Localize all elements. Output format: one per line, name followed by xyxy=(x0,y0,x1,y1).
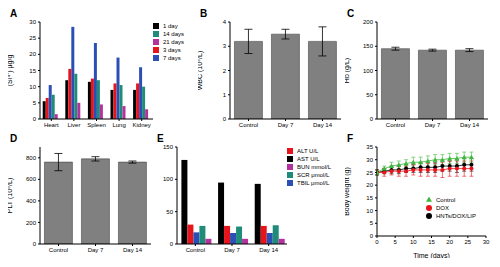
svg-text:150: 150 xyxy=(363,43,374,49)
svg-text:Control: Control xyxy=(239,122,258,128)
html-text:TBIL μmol/L: TBIL μmol/L xyxy=(297,180,330,186)
svg-text:3: 3 xyxy=(223,43,227,49)
html-text:SCR μmol/L: SCR μmol/L xyxy=(297,172,330,178)
svg-text:Day 14: Day 14 xyxy=(460,122,480,128)
svg-text:0: 0 xyxy=(375,239,379,245)
html-text:Control: Control xyxy=(436,197,456,203)
svg-text:25: 25 xyxy=(464,239,471,245)
svg-text:0: 0 xyxy=(370,233,374,239)
svg-text:Control: Control xyxy=(386,122,405,128)
svg-text:0: 0 xyxy=(223,116,227,122)
svg-text:0: 0 xyxy=(33,241,37,247)
html-text:AST U/L: AST U/L xyxy=(297,156,320,162)
svg-text:Day 14: Day 14 xyxy=(313,122,333,128)
svg-text:WBC (10⁹/L): WBC (10⁹/L) xyxy=(198,51,204,91)
svg-text:Hb (g/L): Hb (g/L) xyxy=(345,58,351,83)
svg-text:1: 1 xyxy=(223,92,227,98)
html-text:A: A xyxy=(10,8,18,19)
html-text:DOX: DOX xyxy=(436,205,449,211)
svg-text:Control: Control xyxy=(49,247,68,253)
svg-text:PLT (10⁹/L): PLT (10⁹/L) xyxy=(8,178,14,213)
svg-text:Day 14: Day 14 xyxy=(259,247,279,253)
svg-text:15: 15 xyxy=(428,239,435,245)
svg-text:Time (days): Time (days) xyxy=(413,252,450,258)
html-text:D: D xyxy=(10,133,18,144)
svg-text:200: 200 xyxy=(363,19,374,25)
svg-text:Day 7: Day 7 xyxy=(224,247,240,253)
svg-text:150: 150 xyxy=(163,144,174,150)
svg-text:200: 200 xyxy=(26,220,37,226)
html-text:F: F xyxy=(347,133,354,144)
svg-text:5: 5 xyxy=(370,220,374,226)
html-text:1 day: 1 day xyxy=(163,23,178,29)
svg-text:100: 100 xyxy=(163,176,174,182)
svg-text:20: 20 xyxy=(446,239,453,245)
svg-text:(Si⁴⁺) μg/g: (Si⁴⁺) μg/g xyxy=(8,55,14,87)
svg-text:4: 4 xyxy=(223,19,227,25)
svg-text:50: 50 xyxy=(166,209,173,215)
svg-text:Control: Control xyxy=(186,247,205,253)
svg-text:35: 35 xyxy=(366,144,373,150)
svg-text:Heart: Heart xyxy=(44,122,59,128)
svg-text:50: 50 xyxy=(366,92,373,98)
svg-text:Day 7: Day 7 xyxy=(425,122,441,128)
html-text:ALT U/L: ALT U/L xyxy=(297,148,319,154)
svg-text:Lung: Lung xyxy=(112,122,125,128)
svg-text:2: 2 xyxy=(223,68,227,74)
svg-text:100: 100 xyxy=(363,68,374,74)
svg-text:30: 30 xyxy=(366,157,373,163)
html-text:BUN mmol/L: BUN mmol/L xyxy=(297,164,331,170)
html-text:B: B xyxy=(200,8,208,19)
html-text:HNTs/DOX/LIP: HNTs/DOX/LIP xyxy=(436,213,476,219)
svg-text:Day 7: Day 7 xyxy=(88,247,104,253)
svg-text:10: 10 xyxy=(410,239,417,245)
svg-text:400: 400 xyxy=(26,198,37,204)
svg-text:Day 14: Day 14 xyxy=(123,247,143,253)
svg-text:15: 15 xyxy=(366,195,373,201)
svg-text:Body weight (g): Body weight (g) xyxy=(345,167,351,216)
svg-text:20: 20 xyxy=(29,51,36,57)
html-text:21 days: 21 days xyxy=(163,39,184,45)
svg-text:30: 30 xyxy=(483,239,490,245)
svg-text:0: 0 xyxy=(33,116,37,122)
svg-text:600: 600 xyxy=(26,176,37,182)
svg-text:10: 10 xyxy=(29,84,36,90)
svg-text:800: 800 xyxy=(26,155,37,161)
svg-text:Spleen: Spleen xyxy=(87,122,106,128)
svg-text:0: 0 xyxy=(370,116,374,122)
html-text:7 days: 7 days xyxy=(163,55,181,61)
html-text:C: C xyxy=(347,8,355,19)
html-text:E: E xyxy=(157,133,164,144)
svg-text:0: 0 xyxy=(170,241,174,247)
svg-text:30: 30 xyxy=(29,19,36,25)
svg-text:20: 20 xyxy=(366,182,373,188)
svg-text:5: 5 xyxy=(393,239,397,245)
svg-text:25: 25 xyxy=(366,170,373,176)
svg-text:15: 15 xyxy=(29,68,36,74)
svg-text:5: 5 xyxy=(33,100,37,106)
svg-text:Kidney: Kidney xyxy=(133,122,151,128)
html-text:14 days: 14 days xyxy=(163,31,184,37)
svg-text:10: 10 xyxy=(366,208,373,214)
svg-text:25: 25 xyxy=(29,35,36,41)
html-text:3 days: 3 days xyxy=(163,47,181,53)
svg-text:Day 7: Day 7 xyxy=(278,122,294,128)
svg-text:Liver: Liver xyxy=(67,122,80,128)
